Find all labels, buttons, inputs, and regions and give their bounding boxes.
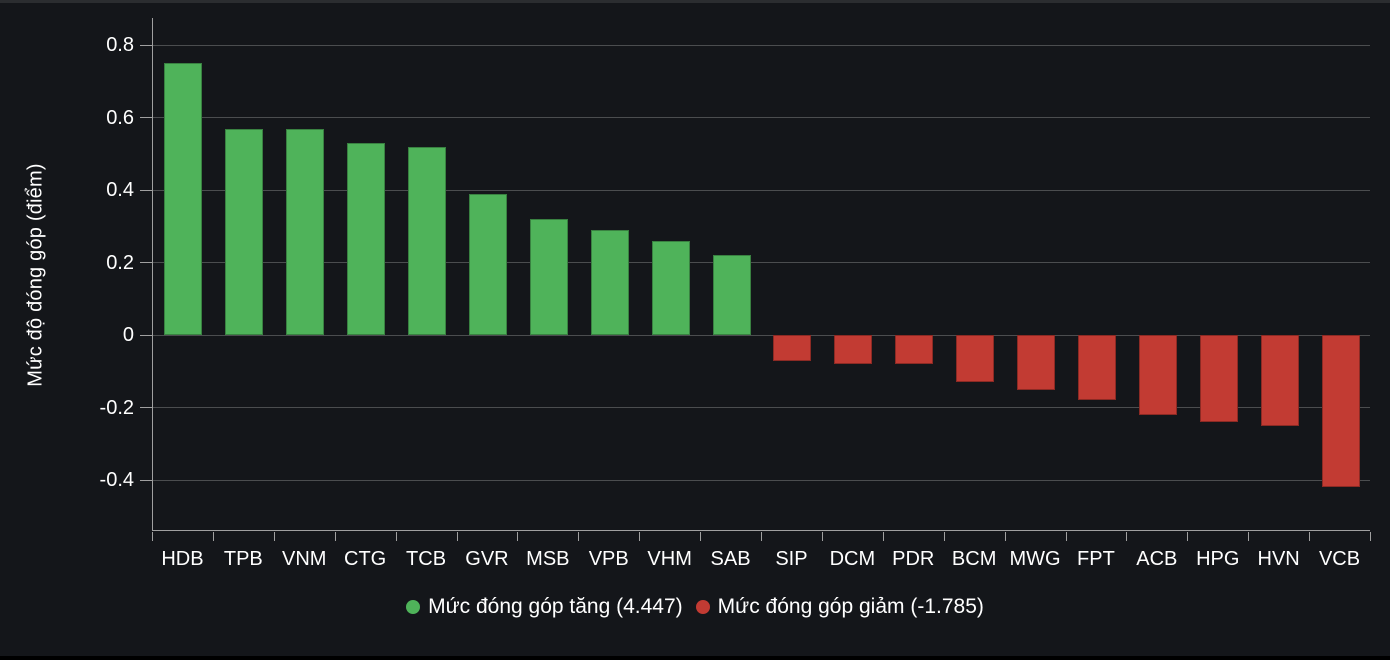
x-axis-tick <box>1248 532 1250 541</box>
x-tick-label-VNM: VNM <box>282 548 327 570</box>
gridline <box>153 262 1370 264</box>
x-axis-tick <box>1370 532 1371 541</box>
x-axis-tick <box>578 532 580 541</box>
y-tick-label: 0 <box>122 324 134 347</box>
bar-TCB[interactable] <box>408 146 447 336</box>
y-axis-tick <box>140 334 152 336</box>
legend-increase-label: Mức đóng góp tăng (4.447) <box>428 595 683 618</box>
y-tick-label: 0.6 <box>106 106 134 129</box>
bar-FPT[interactable] <box>1077 335 1116 401</box>
bar-CTG[interactable] <box>347 143 386 336</box>
y-axis-tick <box>140 117 152 119</box>
x-tick-label-VHM: VHM <box>647 548 692 570</box>
y-tick-label: -0.2 <box>99 396 134 419</box>
legend-decrease-label: Mức đóng góp giảm (-1.785) <box>717 595 984 618</box>
y-axis-tick <box>140 262 152 264</box>
x-tick-label-PDR: PDR <box>892 548 935 570</box>
x-tick-label-MWG: MWG <box>1009 548 1061 570</box>
bar-SIP[interactable] <box>773 335 812 361</box>
bar-DCM[interactable] <box>834 335 873 365</box>
bar-MWG[interactable] <box>1017 335 1056 390</box>
legend: Mức đóng góp tăng (4.447) Mức đóng góp g… <box>0 595 1390 619</box>
gridline <box>153 189 1370 191</box>
bar-VNM[interactable] <box>286 128 325 336</box>
bar-GVR[interactable] <box>468 193 507 336</box>
bar-SAB[interactable] <box>712 255 751 336</box>
x-tick-label-SIP: SIP <box>775 548 808 570</box>
y-axis-tick <box>140 479 152 481</box>
x-tick-label-SAB: SAB <box>710 548 751 570</box>
x-tick-label-VPB: VPB <box>588 548 629 570</box>
legend-decrease-dot-icon <box>695 600 710 614</box>
bar-PDR[interactable] <box>895 335 934 365</box>
x-axis-tick <box>882 532 884 541</box>
legend-item-decrease[interactable]: Mức đóng góp giảm (-1.785) <box>695 595 984 619</box>
x-axis-tick <box>1065 532 1067 541</box>
x-axis-tick <box>821 532 823 541</box>
x-axis-tick <box>273 532 275 541</box>
gridline <box>153 479 1370 481</box>
x-tick-label-BCM: BCM <box>951 548 997 570</box>
x-tick-label-HPG: HPG <box>1196 548 1240 570</box>
x-axis-tick <box>456 532 458 541</box>
bar-MSB[interactable] <box>529 219 568 336</box>
gridline <box>153 44 1370 46</box>
y-axis-tick <box>140 44 152 46</box>
x-axis-tick <box>639 532 641 541</box>
x-axis-tick <box>152 532 153 541</box>
x-axis-tick <box>395 532 397 541</box>
x-tick-label-GVR: GVR <box>465 548 509 570</box>
gridline-zero <box>153 334 1370 336</box>
y-tick-label: -0.4 <box>99 469 134 492</box>
x-axis-tick <box>212 532 214 541</box>
x-axis-tick <box>1004 532 1006 541</box>
gridline <box>153 117 1370 119</box>
y-axis-title: Mức độ đóng góp (điểm) <box>24 163 47 387</box>
bar-BCM[interactable] <box>956 335 995 383</box>
bar-ACB[interactable] <box>1138 335 1177 415</box>
x-axis-tick <box>761 532 762 541</box>
y-axis-tick <box>140 407 152 409</box>
y-axis-tick <box>140 189 152 191</box>
plot-area <box>152 18 1370 531</box>
bar-HVN[interactable] <box>1260 335 1299 426</box>
bar-TPB[interactable] <box>225 128 264 336</box>
x-axis-tick <box>1309 532 1311 541</box>
x-tick-label-MSB: MSB <box>526 548 570 570</box>
x-tick-label-VCB: VCB <box>1318 548 1361 570</box>
x-tick-label-FPT: FPT <box>1077 548 1115 570</box>
bottom-border-strip <box>0 656 1390 660</box>
legend-item-increase[interactable]: Mức đóng góp tăng (4.447) <box>406 595 683 619</box>
x-axis-tick <box>943 532 945 541</box>
top-border-strip <box>0 0 1390 3</box>
x-tick-label-HDB: HDB <box>161 548 204 570</box>
y-tick-label: 0.4 <box>106 179 134 202</box>
x-axis-tick <box>1126 532 1128 541</box>
x-axis-tick <box>1187 532 1189 541</box>
legend-increase-dot-icon <box>406 600 421 614</box>
x-tick-label-TCB: TCB <box>406 548 447 570</box>
x-axis-tick <box>700 532 702 541</box>
bar-VCB[interactable] <box>1321 335 1360 488</box>
x-tick-label-DCM: DCM <box>829 548 876 570</box>
x-tick-label-CTG: CTG <box>344 548 387 570</box>
y-tick-label: 0.2 <box>106 251 134 274</box>
x-tick-label-TPB: TPB <box>223 548 263 570</box>
x-tick-label-HVN: HVN <box>1257 548 1300 570</box>
bar-VPB[interactable] <box>590 230 629 336</box>
y-tick-label: 0.8 <box>106 34 134 57</box>
x-axis-tick <box>517 532 519 541</box>
bar-VHM[interactable] <box>651 240 690 336</box>
bar-HDB[interactable] <box>164 63 203 336</box>
x-axis-tick <box>334 532 336 541</box>
gridline <box>153 407 1370 409</box>
bar-HPG[interactable] <box>1199 335 1238 423</box>
x-tick-label-ACB: ACB <box>1136 548 1178 570</box>
